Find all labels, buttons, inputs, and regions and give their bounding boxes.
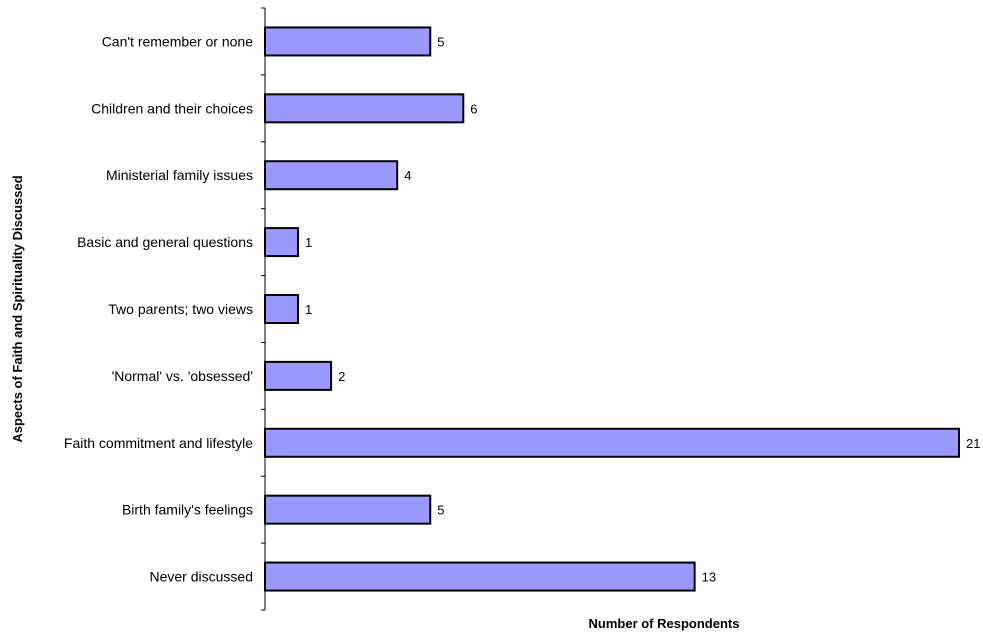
data-label: 2 bbox=[338, 369, 345, 384]
x-axis-title: Number of Respondents bbox=[589, 616, 740, 631]
data-label: 6 bbox=[470, 101, 477, 116]
bar bbox=[264, 227, 300, 258]
bar bbox=[264, 160, 399, 191]
y-axis-title: Aspects of Faith and Spirituality Discus… bbox=[10, 175, 25, 442]
category-label: Faith commitment and lifestyle bbox=[64, 435, 253, 451]
category-label: Two parents; two views bbox=[108, 301, 253, 317]
bar bbox=[264, 294, 300, 324]
category-label: Children and their choices bbox=[91, 100, 253, 116]
bar bbox=[264, 360, 333, 391]
category-label: Basic and general questions bbox=[77, 234, 253, 250]
data-label: 13 bbox=[702, 570, 716, 585]
data-label: 4 bbox=[404, 168, 411, 183]
data-label: 21 bbox=[966, 436, 980, 451]
bar bbox=[264, 494, 432, 525]
data-label: 5 bbox=[437, 503, 444, 518]
bar bbox=[264, 427, 960, 458]
data-label: 1 bbox=[305, 302, 312, 317]
category-label: Ministerial family issues bbox=[106, 167, 253, 183]
bar bbox=[264, 93, 465, 124]
category-labels: Can't remember or none Children and their… bbox=[64, 33, 253, 584]
value-labels: 5 6 4 1 1 2 21 5 13 bbox=[305, 34, 980, 584]
category-label: 'Normal' vs. 'obsessed' bbox=[112, 368, 253, 384]
data-label: 5 bbox=[437, 34, 444, 49]
data-label: 1 bbox=[305, 235, 312, 250]
category-label: Never discussed bbox=[150, 569, 254, 585]
bars-layer bbox=[264, 26, 960, 592]
bar bbox=[264, 26, 432, 57]
bar bbox=[264, 561, 696, 592]
ticks-layer bbox=[261, 7, 265, 611]
category-label: Can't remember or none bbox=[102, 33, 254, 49]
category-label: Birth family's feelings bbox=[122, 502, 253, 518]
